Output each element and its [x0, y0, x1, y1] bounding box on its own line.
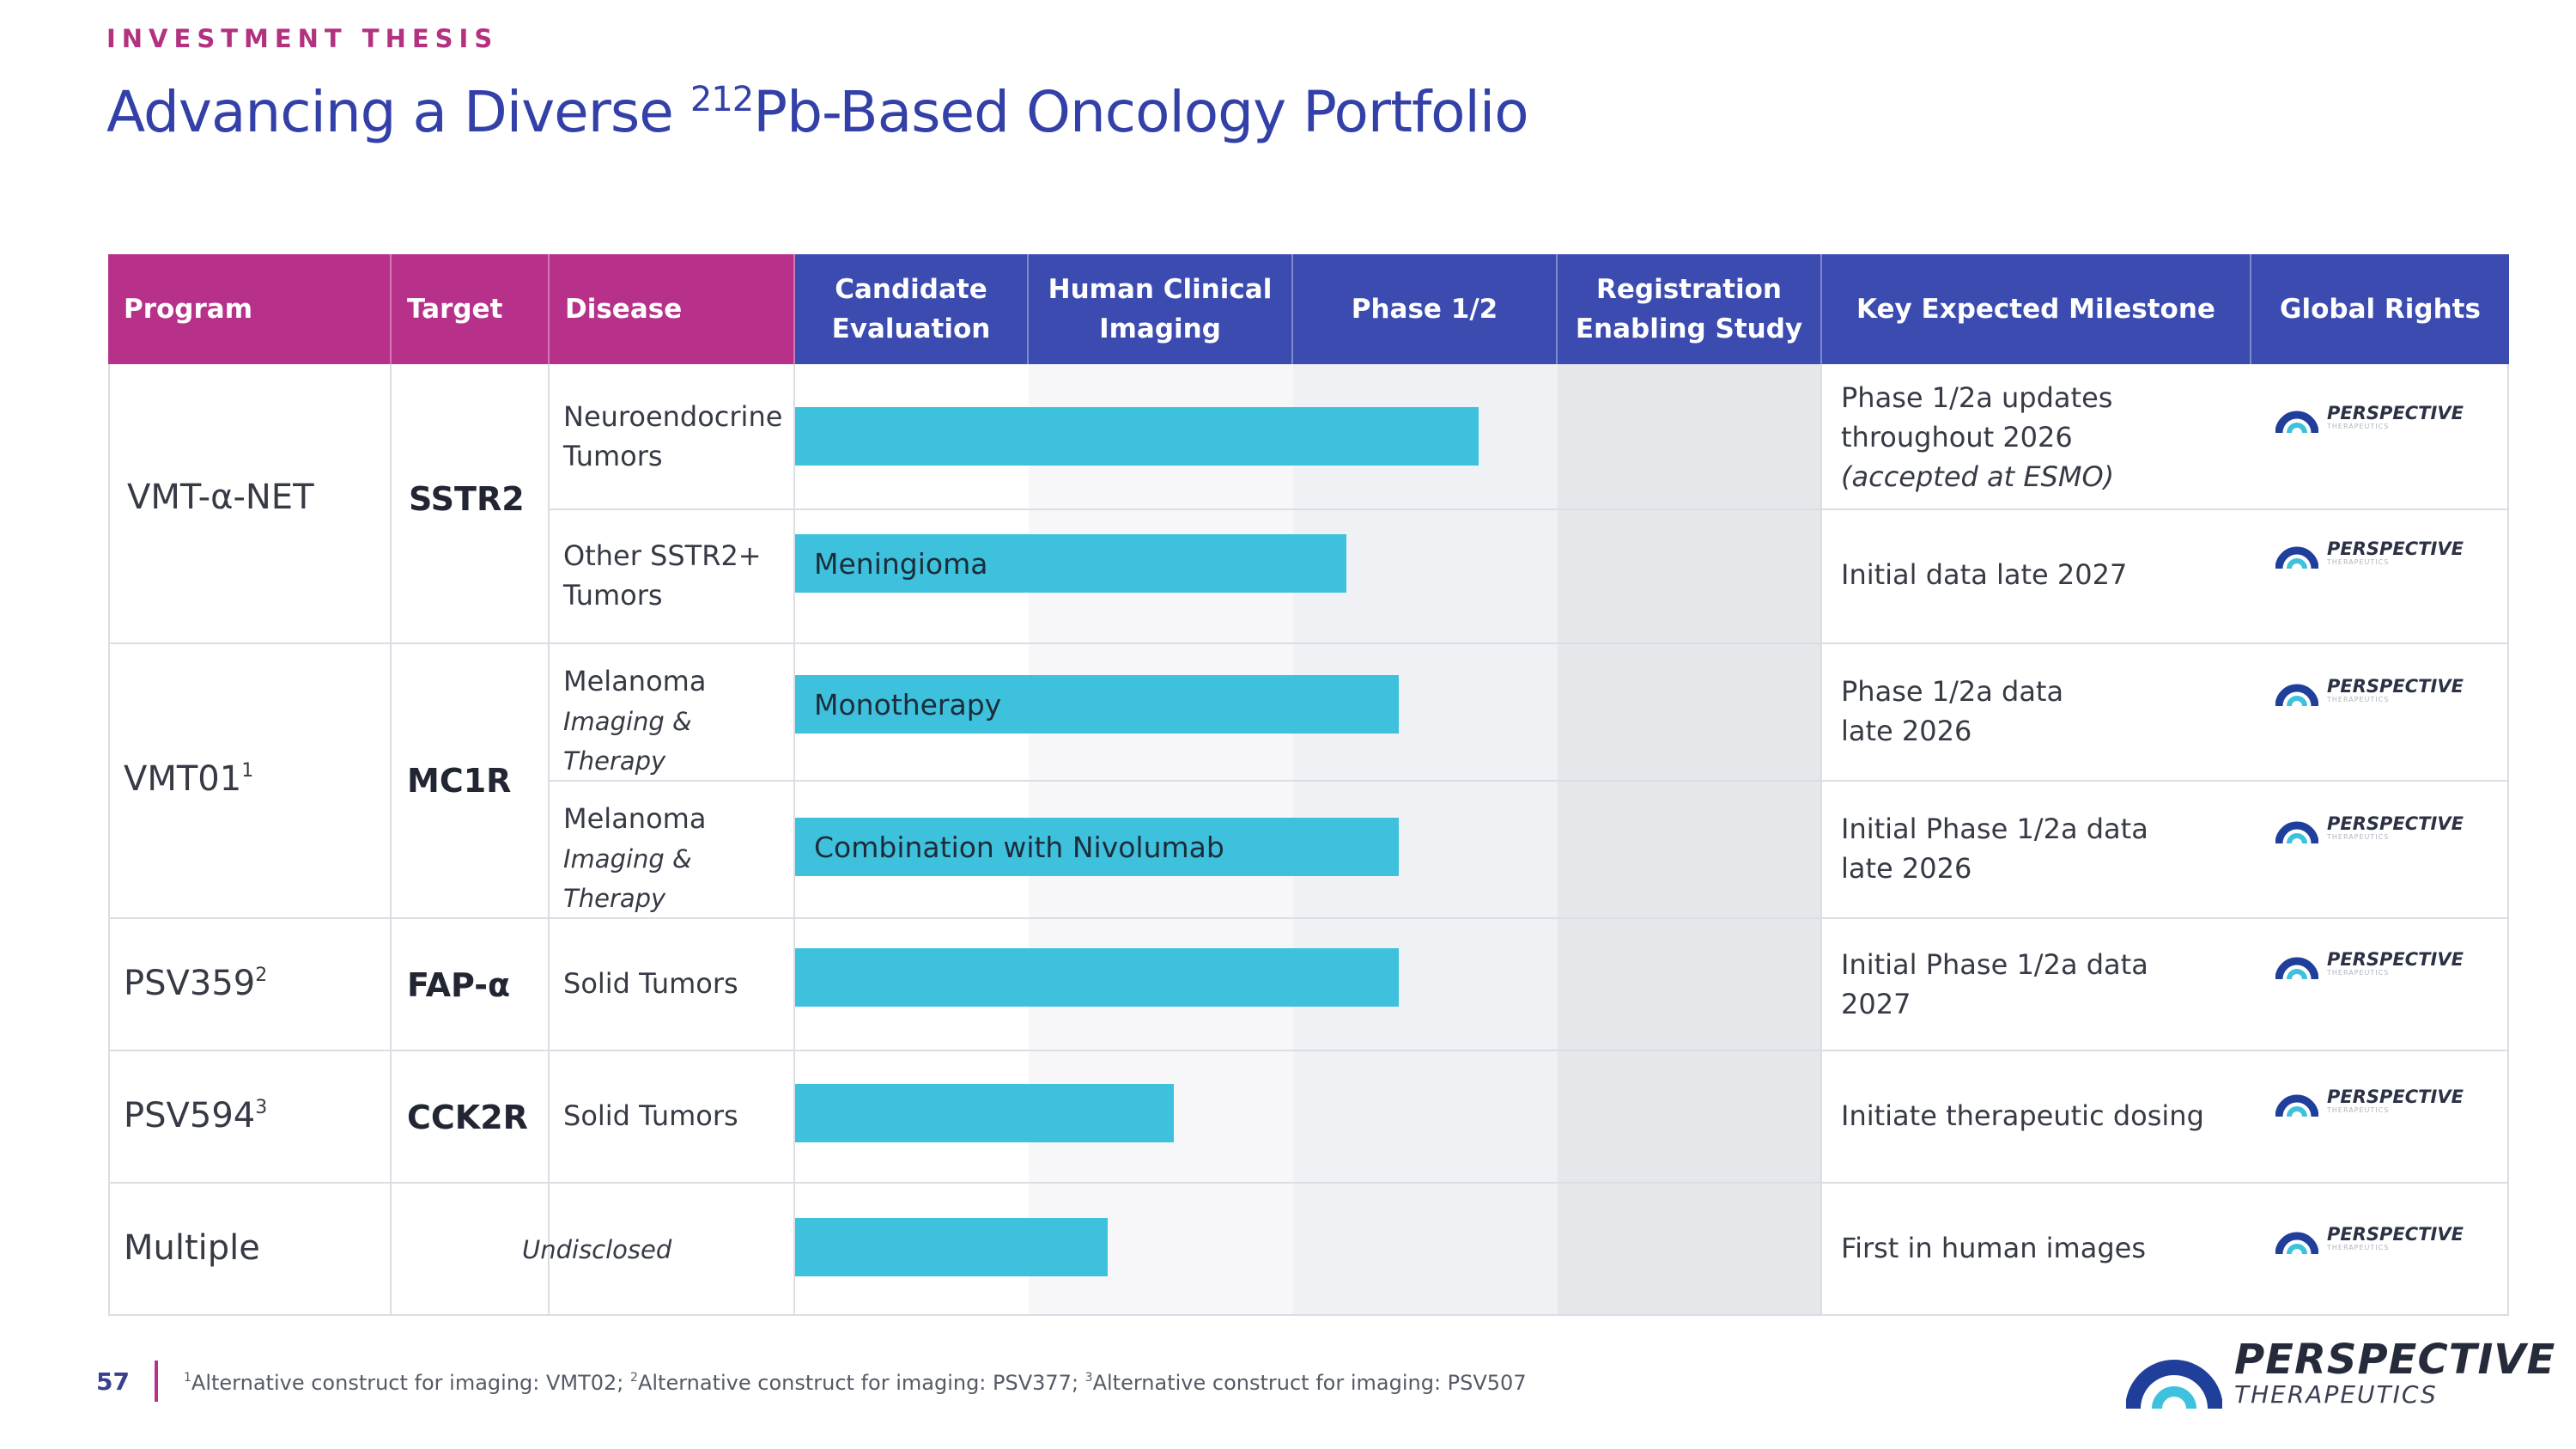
progress-bar	[795, 407, 1479, 466]
milestone-cell: First in human images	[1841, 1232, 2146, 1264]
brand-logo: PERSPECTIVE THERAPEUTICS	[2126, 1333, 2555, 1412]
milestone-cell: Initial data late 2027	[1841, 558, 2128, 591]
column-divider	[390, 364, 392, 1316]
column-divider	[548, 364, 550, 1316]
perspective-mark-icon	[2275, 684, 2318, 707]
target-name: FAP-α	[407, 966, 511, 1004]
milestone-cell: Initial Phase 1/2a data 2027	[1841, 948, 2148, 1020]
column-header-target: Target	[392, 254, 550, 364]
milestone-cell: Phase 1/2a updates throughout 2026 (accept…	[1841, 381, 2115, 493]
program-name: Multiple	[124, 1228, 260, 1268]
column-divider	[1820, 364, 1822, 1316]
progress-bar: Combination with Nivolumab	[795, 818, 1400, 876]
progress-bar	[795, 1084, 1175, 1142]
row-divider	[108, 1182, 2509, 1184]
column-header-human-imaging: Human Clinical Imaging	[1029, 254, 1293, 364]
perspective-mark-icon	[2275, 821, 2318, 844]
progress-bar	[795, 948, 1400, 1007]
column-header-candidate-evaluation: Candidate Evaluation	[795, 254, 1029, 364]
progress-bar: Meningioma	[795, 534, 1346, 593]
global-rights-logo: PERSPECTIVE THERAPEUTICS	[2275, 809, 2464, 847]
column-header-program: Program	[108, 254, 392, 364]
global-rights-logo: PERSPECTIVE THERAPEUTICS	[2275, 1220, 2464, 1257]
page-title: Advancing a Diverse 212Pb-Based Oncology…	[106, 79, 1529, 145]
disease-cell: Melanoma Imaging & Therapy	[563, 665, 707, 776]
milestone-cell: Phase 1/2a data late 2026	[1841, 675, 2064, 747]
target-name-undisclosed: Undisclosed	[522, 1235, 672, 1264]
disease-cell: Solid Tumors	[563, 1099, 738, 1132]
disease-cell: Solid Tumors	[563, 967, 738, 1000]
disease-cell: Neuroendocrine Tumors	[563, 400, 783, 472]
global-rights-logo: PERSPECTIVE THERAPEUTICS	[2275, 534, 2464, 572]
target-name: MC1R	[407, 762, 512, 800]
disease-cell: Other SSTR2+ Tumors	[563, 539, 762, 612]
row-divider	[550, 508, 2509, 510]
program-name: PSV5943	[124, 1096, 268, 1135]
footer-divider	[155, 1361, 158, 1402]
pipeline-table: Program Target Disease Candidate Evaluati…	[108, 254, 2509, 1316]
disease-cell: Melanoma Imaging & Therapy	[563, 802, 707, 913]
page-number: 57	[96, 1367, 130, 1396]
row-divider	[108, 642, 2509, 644]
program-name: PSV3592	[124, 964, 268, 1003]
progress-bar: Monotherapy	[795, 675, 1400, 734]
global-rights-logo: PERSPECTIVE THERAPEUTICS	[2275, 1082, 2464, 1120]
column-header-phase: Phase 1/2	[1293, 254, 1558, 364]
milestone-cell: Initial Phase 1/2a data late 2026	[1841, 813, 2148, 885]
program-name: VMT-α-NET	[127, 478, 314, 517]
perspective-mark-icon	[2275, 1094, 2318, 1117]
row-divider	[108, 1050, 2509, 1051]
program-name: VMT011	[124, 759, 254, 799]
milestone-cell: Initiate therapeutic dosing	[1841, 1099, 2204, 1132]
global-rights-logo: PERSPECTIVE THERAPEUTICS	[2275, 399, 2464, 436]
stage-band-registration	[1558, 364, 1822, 1316]
column-header-registration: Registration Enabling Study	[1558, 254, 1822, 364]
row-divider	[108, 1314, 2509, 1316]
brand-tagline: THERAPEUTICS	[2234, 1380, 2438, 1409]
row-divider	[550, 780, 2509, 782]
perspective-mark-icon	[2275, 957, 2318, 980]
column-header-milestone: Key Expected Milestone	[1822, 254, 2251, 364]
perspective-mark-icon	[2275, 546, 2318, 569]
table-left-border	[108, 364, 110, 1316]
column-header-disease: Disease	[550, 254, 795, 364]
row-divider	[108, 917, 2509, 919]
brand-name: PERSPECTIVE	[2234, 1336, 2556, 1384]
progress-bar	[795, 1218, 1109, 1276]
global-rights-logo: PERSPECTIVE THERAPEUTICS	[2275, 672, 2464, 709]
perspective-logo-icon	[2126, 1360, 2222, 1409]
perspective-mark-icon	[2275, 1232, 2318, 1255]
column-header-global-rights: Global Rights	[2251, 254, 2509, 364]
column-divider	[793, 364, 795, 1316]
target-name: SSTR2	[409, 480, 525, 518]
perspective-mark-icon	[2275, 411, 2318, 434]
table-right-border	[2507, 364, 2509, 1316]
target-name: CCK2R	[407, 1099, 528, 1136]
footnotes: 1Alternative construct for imaging: VMT0…	[184, 1371, 1527, 1395]
global-rights-logo: PERSPECTIVE THERAPEUTICS	[2275, 945, 2464, 983]
section-eyebrow: INVESTMENT THESIS	[106, 24, 499, 53]
isotope-superscript: 212	[690, 80, 754, 119]
